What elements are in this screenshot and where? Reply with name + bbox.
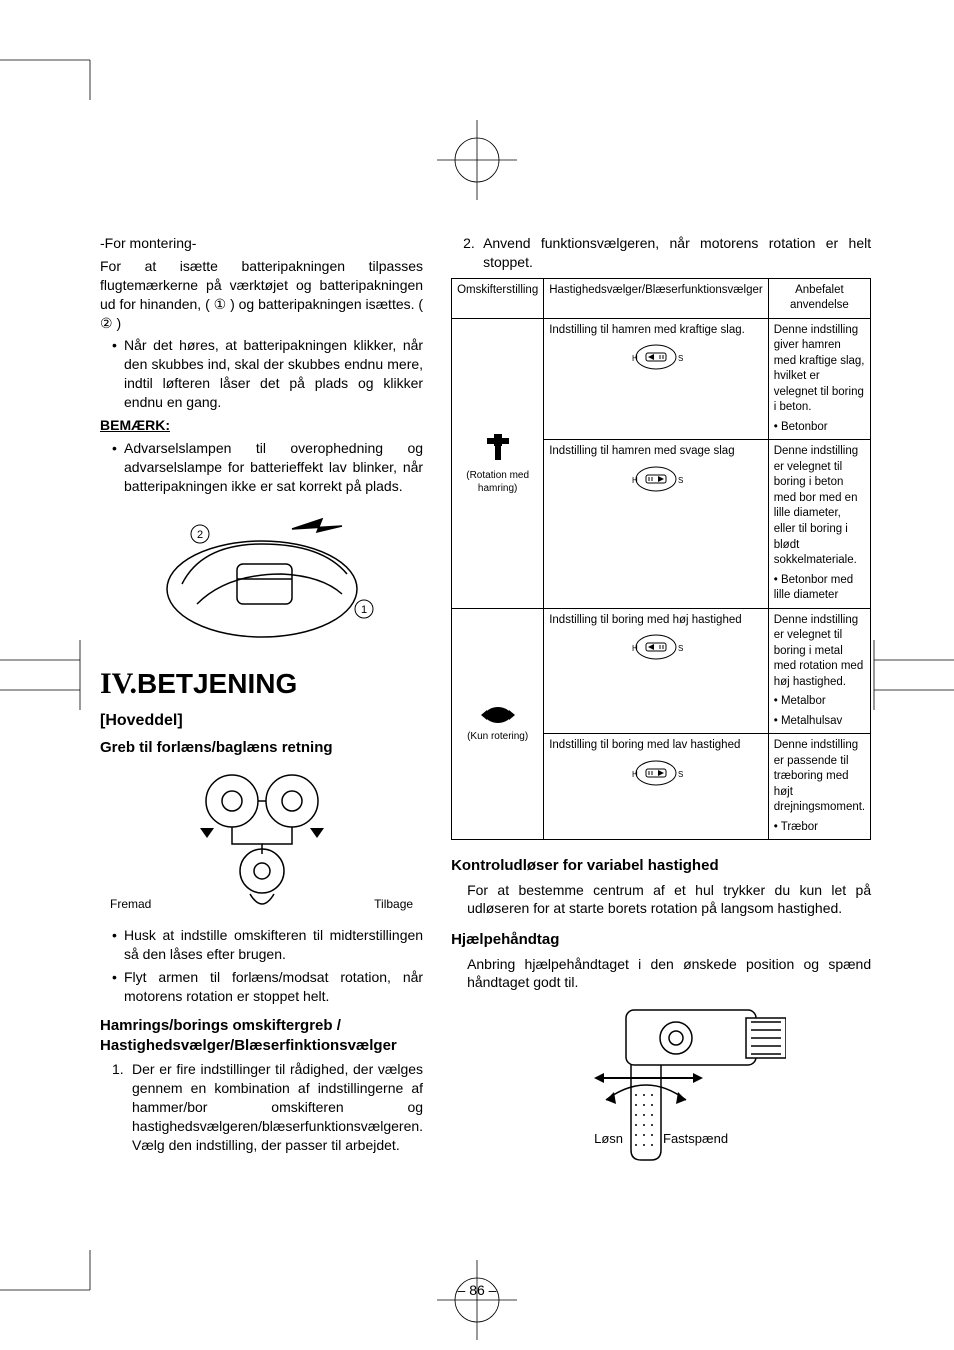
section-title: BETJENING [137,668,297,699]
manual-page: -For montering- For at isætte batteripak… [0,0,954,1350]
hamrings-1-text: Der er fire indstillinger til rådighed, … [132,1061,423,1134]
svg-text:S: S [678,476,683,485]
th-use: Anbefalet anvendelse [768,278,870,318]
hamrings-1b-text: Vælg den indstilling, der passer til arb… [132,1137,400,1153]
hjaelpe-text: Anbring hjælpehåndtaget i den ønskede po… [467,955,871,993]
dial-icon: HS [628,342,684,372]
hamrings-step-1: 1. Der er fire indstillinger til rådighe… [112,1060,423,1154]
mode-hammer: (Rotation med hamring) [452,318,544,608]
cropmark-left [0,640,100,710]
left-column: -For montering- For at isætte batteripak… [100,230,423,1178]
kontrol-heading: Kontroludløser for variabel hastighed [451,856,871,876]
dial-icon: HS [628,632,684,662]
hamrings-step-2: 2. Anvend funktionsvælgeren, når motoren… [463,234,871,272]
settings-table: Omskifterstilling Hastighedsvælger/Blæse… [451,278,871,841]
hammer-icon [481,430,515,464]
tighten-label: Fastspænd [663,1130,728,1148]
label-forward: Fremad [110,896,151,912]
th-selector: Hastighedsvælger/Blæserfunktionsvælger [544,278,769,318]
svg-text:H: H [632,476,638,485]
svg-text:H: H [632,770,638,779]
row2a-setting: Indstilling til boring med høj hastighed… [544,608,769,734]
drill-icon [479,704,517,726]
hjaelpe-heading: Hjælpehåndtag [451,930,871,950]
page-number: – 86 – [0,1281,954,1300]
row1a-setting: Indstilling til hamren med kraftige slag… [544,318,769,440]
svg-text:H: H [632,644,638,653]
mode-hammer-label: (Rotation med hamring) [466,470,529,495]
cropmark-right [854,640,954,710]
svg-text:2: 2 [196,529,202,541]
greb-bullet-1: Husk at indstille omskifteren til midter… [112,926,423,964]
svg-text:S: S [678,354,683,363]
row1b-setting: Indstilling til hamren med svage slag HS [544,440,769,608]
dial-icon: HS [628,464,684,494]
th-mode: Omskifterstilling [452,278,544,318]
mounting-header: -For montering- [100,234,423,253]
greb-bullet-2: Flyt armen til forlæns/modsat rotation, … [112,968,423,1006]
mounting-intro: For at isætte batteripakningen tilpasses… [100,257,423,333]
cropmark-bottom [437,1260,517,1340]
svg-text:S: S [678,644,683,653]
loosen-label: Løsn [594,1130,623,1148]
battery-pack-illustration: 2 1 [100,504,423,654]
section-heading: IV.BETJENING [100,664,423,705]
note-label: BEMÆRK: [100,417,170,433]
kontrol-text: For at bestemme centrum af et hul trykke… [467,881,871,919]
section-roman: IV. [100,667,137,700]
svg-text:H: H [632,354,638,363]
note-bullet: Advarselslampen til overophedning og adv… [112,439,423,496]
cropmark-tl [0,0,110,100]
cropmark-bl [0,1250,110,1350]
svg-text:S: S [678,770,683,779]
step2-text: Anvend funktionsvælgeren, når motorens r… [483,235,871,270]
row2b-setting: Indstilling til boring med lav hastighed… [544,734,769,840]
direction-lever-illustration [100,766,423,916]
row1b-use: Denne indstilling er velegnet til boring… [768,440,870,608]
right-column: 2. Anvend funktionsvælgeren, når motoren… [451,230,871,1178]
greb-heading: Greb til forlæns/baglæns retning [100,738,423,758]
mode-rotation: (Kun rotering) [452,608,544,840]
row1a-use: Denne indstilling giver hamren med kraft… [768,318,870,440]
mode-rotation-label: (Kun rotering) [467,731,528,742]
row2b-use: Denne indstilling er passende til træbor… [768,734,870,840]
hamrings-heading: Hamrings/borings omskiftergreb / Hastigh… [100,1016,423,1057]
dial-icon: HS [628,758,684,788]
mounting-note-bullet: Når det høres, at batteripakningen klikk… [112,336,423,412]
svg-text:1: 1 [360,604,366,616]
hoveddel-heading: [Hoveddel] [100,710,423,732]
cropmark-top [437,120,517,200]
label-reverse: Tilbage [374,896,413,912]
